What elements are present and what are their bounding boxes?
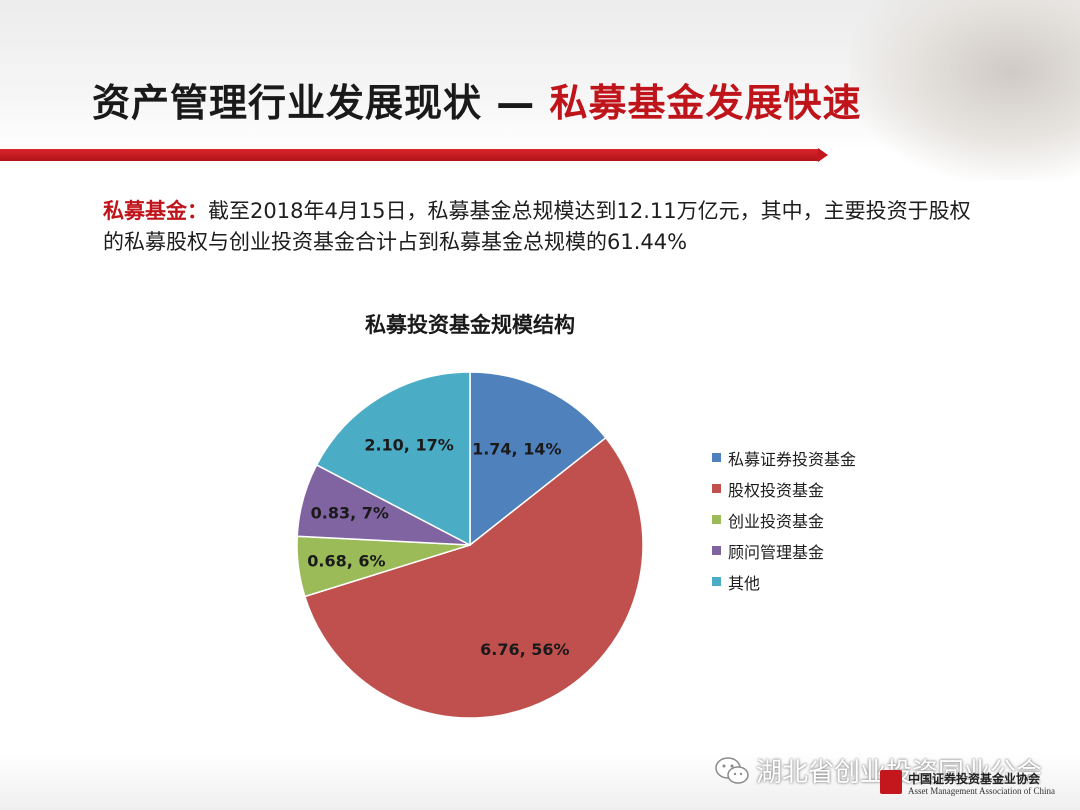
pie-data-label: 0.68, 6% — [307, 552, 385, 571]
legend-item: 私募证券投资基金 — [712, 442, 856, 473]
pie-slice — [469, 371, 607, 547]
pie-data-label: 2.10, 17% — [364, 435, 453, 454]
chart-title: 私募投资基金规模结构 — [365, 313, 575, 337]
summary-text: 截至2018年4月15日，私募基金总规模达到12.11万亿元，其中，主要投资于股… — [103, 199, 971, 254]
legend-label: 其他 — [728, 573, 761, 593]
slide-title-accent: 私募基金发展快速 — [549, 81, 862, 125]
pie-data-label: 1.74, 14% — [472, 439, 561, 458]
amac-seal-icon — [880, 770, 902, 794]
pie-chart: 1.74, 14% 6.76, 56% 0.68, 6% 0.83, 7% 2.10, … — [296, 371, 644, 719]
wechat-icon — [715, 756, 749, 784]
chart-legend: 私募证券投资基金 股权投资基金 创业投资基金 顾问管理基金 其他 — [712, 442, 856, 597]
summary-lead: 私募基金： — [103, 199, 208, 223]
title-divider — [0, 149, 820, 161]
legend-swatch — [712, 577, 721, 586]
pie-data-label: 6.76, 56% — [480, 640, 569, 659]
legend-item: 创业投资基金 — [712, 504, 856, 535]
legend-label: 顾问管理基金 — [728, 542, 825, 562]
legend-swatch — [712, 515, 721, 524]
divider-chevron — [818, 148, 828, 162]
org-name-cn: 中国证券投资基金业协会 — [908, 772, 1041, 786]
decorative-seal-image — [850, 0, 1080, 180]
legend-swatch — [712, 453, 721, 462]
org-name-en: Asset Management Association of China — [908, 786, 1055, 796]
slide-title-main: 资产管理行业发展现状 — — [92, 81, 550, 125]
legend-item: 股权投资基金 — [712, 473, 856, 504]
legend-swatch — [712, 546, 721, 555]
pie-slice — [303, 436, 644, 719]
pie-slice — [315, 371, 471, 547]
legend-item: 其他 — [712, 566, 856, 597]
wechat-watermark: 湖北省创业投资同业公会 — [714, 752, 1042, 789]
legend-label: 创业投资基金 — [728, 511, 825, 531]
pie-data-label: 0.83, 7% — [311, 503, 389, 522]
legend-label: 私募证券投资基金 — [728, 449, 857, 469]
summary-paragraph: 私募基金：截至2018年4月15日，私募基金总规模达到12.11万亿元，其中，主… — [103, 196, 983, 258]
slide-title: 资产管理行业发展现状 — 私募基金发展快速 — [92, 72, 861, 127]
legend-swatch — [712, 484, 721, 493]
legend-item: 顾问管理基金 — [712, 535, 856, 566]
legend-label: 股权投资基金 — [728, 480, 825, 500]
